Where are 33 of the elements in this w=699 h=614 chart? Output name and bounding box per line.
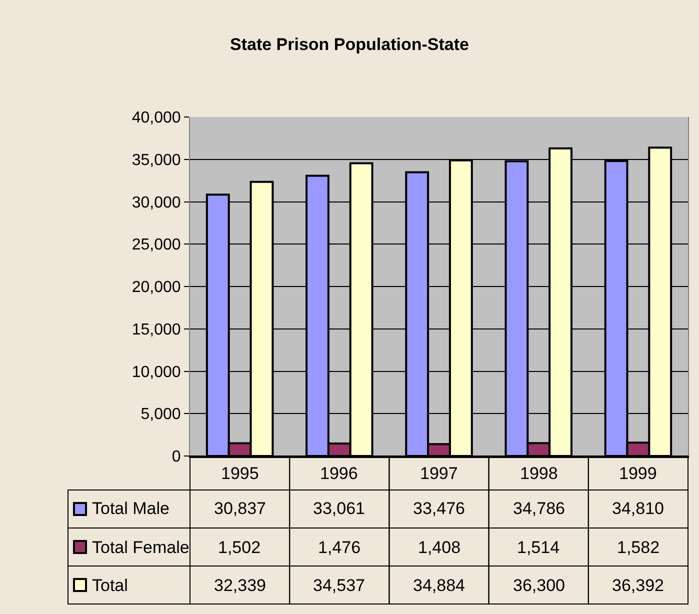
x-tick-label: 1999 — [619, 464, 657, 483]
data-label: 34,884 — [413, 576, 465, 595]
y-tick-label: 35,000 — [132, 152, 181, 169]
data-label: 36,300 — [513, 576, 565, 595]
legend-label: Total Female — [92, 538, 190, 557]
data-label: 36,392 — [612, 576, 664, 595]
y-tick-label: 40,000 — [132, 110, 181, 127]
y-tick-label: 0 — [172, 448, 181, 466]
data-label: 1,476 — [318, 538, 361, 557]
x-tick-label: 1997 — [420, 464, 458, 483]
y-tick-label: 15,000 — [132, 321, 181, 338]
chart-title: State Prison Population-State — [230, 34, 469, 54]
y-tick-label: 30,000 — [132, 194, 181, 212]
data-label: 30,837 — [214, 499, 266, 518]
data-label: 1,502 — [218, 538, 261, 557]
data-label: 34,810 — [612, 499, 664, 518]
data-label: 33,476 — [413, 499, 465, 518]
y-tick-label: 5,000 — [140, 406, 181, 424]
data-label: 34,537 — [313, 576, 365, 595]
legend-label: Total — [92, 576, 128, 595]
x-tick-label: 1998 — [520, 464, 558, 483]
y-tick-label: 10,000 — [132, 364, 181, 381]
data-label: 1,582 — [617, 538, 660, 557]
data-label: 34,786 — [513, 499, 565, 518]
x-tick-label: 1995 — [221, 464, 259, 483]
data-label: 32,339 — [214, 576, 266, 595]
legend-label: Total Male — [92, 499, 170, 518]
y-tick-label: 20,000 — [132, 279, 181, 296]
data-label: 1,514 — [517, 538, 560, 557]
data-label: 33,061 — [313, 499, 365, 518]
y-tick-label: 25,000 — [132, 236, 181, 254]
x-tick-label: 1996 — [320, 464, 358, 483]
data-label: 1,408 — [418, 538, 461, 557]
